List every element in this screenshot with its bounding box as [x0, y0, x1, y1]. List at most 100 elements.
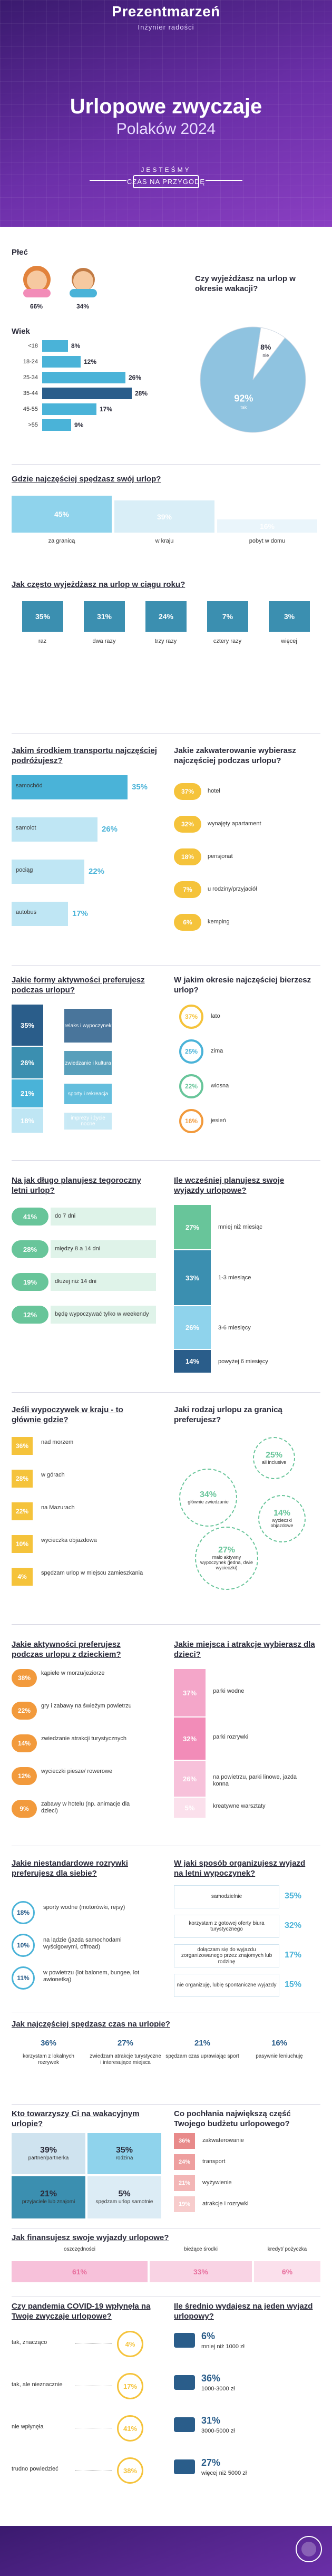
abroad-value: 27% — [218, 1546, 236, 1555]
page-subtitle: Polaków 2024 — [116, 120, 216, 138]
where-label: w kraju — [155, 538, 174, 544]
money-icon — [174, 2375, 195, 2390]
kids-places-segment: 5% — [174, 1798, 206, 1818]
footer-band — [0, 2526, 332, 2576]
budget-label: atrakcje i rozrywki — [202, 2201, 249, 2207]
header-tag-box: CZAS NA PRZYGODĘ — [127, 175, 204, 188]
kids-places-label: parki rozrywki — [213, 1734, 249, 1740]
accommodation-label: kemping — [208, 919, 230, 925]
companions-value: 35% — [115, 2146, 133, 2155]
accommodation-chip: 6% — [174, 914, 201, 931]
time-value: 16% — [271, 2039, 288, 2048]
transport-value: 22% — [89, 867, 105, 876]
transport-value: 17% — [72, 909, 89, 918]
accommodation-chip: 37% — [174, 783, 201, 800]
money-icon — [174, 2333, 195, 2348]
duration-label: do 7 dni — [51, 1208, 156, 1226]
domestic-chip: 28% — [12, 1470, 33, 1488]
unusual-ring: 10% — [12, 1934, 35, 1957]
organize-value: 17% — [285, 1951, 302, 1960]
age-bar — [42, 403, 96, 415]
planning-segment: 26% — [174, 1306, 211, 1349]
season-ring: 37% — [179, 1005, 203, 1029]
season-label: lato — [211, 1013, 220, 1019]
where-title: Gdzie najczęściej spędzasz swój urlop? — [12, 475, 161, 484]
transport-chart: samochód 35% samolot 26% pociąg 22% autobus 17% — [12, 775, 164, 954]
transport-bar: samolot — [12, 817, 97, 842]
age-value: 26% — [129, 374, 142, 381]
duration-chip: 41% — [12, 1208, 48, 1226]
budget-title: Co pochłania największą część Twojego bu… — [174, 2109, 291, 2128]
covid-label: trudno powiedzieć — [12, 2466, 58, 2472]
frequency-bar: 35% — [22, 601, 63, 632]
frequency-label: więcej — [281, 638, 297, 644]
divider — [12, 965, 320, 966]
age-label: 45-55 — [23, 406, 38, 412]
accommodation-chip: 32% — [174, 816, 201, 833]
spend-label: więcej niż 5000 zł — [201, 2470, 247, 2476]
spend-label: 3000-5000 zł — [201, 2428, 235, 2434]
companions-label: spędzam urlop samotnie — [95, 2199, 153, 2205]
header-grid-pattern — [0, 0, 332, 227]
activity-label: sporty i rekreacja — [64, 1084, 112, 1104]
budget-chip: 21% — [174, 2175, 195, 2191]
domestic-chip: 22% — [12, 1502, 33, 1520]
domestic-chart: 36% nad morzem 28% w górach 22% na Mazurach 10… — [12, 1437, 164, 1611]
covid-circle: 17% — [117, 2373, 143, 2399]
domestic-label: na Mazurach — [41, 1504, 75, 1511]
pie-label: nie — [262, 353, 269, 358]
finance-title: Jak finansujesz swoje wyjazdy urlopowe? — [12, 2233, 169, 2242]
frequency-bar: 3% — [269, 601, 310, 632]
kids-activity-chip: 9% — [12, 1800, 37, 1818]
accommodation-chip: 18% — [174, 848, 201, 865]
age-value: 12% — [84, 358, 97, 365]
pie-value: 92% — [234, 393, 253, 403]
time-value: 27% — [117, 2039, 134, 2048]
companions-value: 5% — [118, 2189, 131, 2199]
spend-chart: 6% mniej niż 1000 zł 36% 1000-3000 zł 31% 300… — [174, 2331, 321, 2515]
frequency-label: cztery razy — [213, 638, 242, 644]
time-label: korzystam z lokalnych rozrywek — [23, 2053, 74, 2066]
kids-places-label: parki wodne — [213, 1688, 245, 1694]
companions-value: 21% — [40, 2189, 57, 2199]
abroad-bubble: 25% all inclusive — [253, 1437, 295, 1479]
abroad-label: mało aktywny wypoczynek (jedna, dwie wyc… — [200, 1555, 253, 1570]
age-label: 18-24 — [23, 359, 38, 365]
domestic-chip: 10% — [12, 1535, 33, 1553]
finance-chart: oszczędności 61% bieżące środki 33% kredyt/ … — [12, 2246, 320, 2289]
finance-label: kredyt/ pożyczka — [267, 2246, 307, 2252]
duration-chip: 19% — [12, 1273, 48, 1291]
abroad-value: 14% — [273, 1509, 291, 1518]
frequency-chart: 35% raz 31% dwa razy 24% trzy razy 7% cztery ra… — [12, 596, 320, 670]
transport-bar: pociąg — [12, 860, 84, 884]
organize-chart: samodzielnie 35% korzystam z gotowej ofert… — [174, 1885, 321, 2006]
kids-places-chart: 37% parki wodne 32% parki rozrywki 26% na pow… — [174, 1669, 321, 1832]
kids-places-title: Jakie miejsca i atrakcje wybierasz dla d… — [174, 1640, 315, 1659]
transport-title: Jakim środkiem transportu najczęściej po… — [12, 746, 157, 765]
where-bar: 39% — [114, 500, 214, 533]
planning-label: mniej niż miesiąc — [218, 1224, 262, 1230]
age-label: 35-44 — [23, 390, 38, 397]
male-avatar-icon — [70, 268, 97, 297]
planning-chart: 27% mniej niż miesiąc 33% 1-3 miesiące 26% 3-… — [174, 1205, 321, 1379]
where-bar: 16% — [217, 519, 317, 533]
duration-chip: 28% — [12, 1240, 48, 1258]
female-share: 66% — [30, 303, 43, 310]
kids-activity-chip: 38% — [12, 1669, 37, 1687]
duration-chip: 12% — [12, 1306, 48, 1324]
abroad-bubble: 34% głównie zwiedzanie — [179, 1469, 237, 1527]
kids-activity-label: kąpiele w morzu/jeziorze — [41, 1670, 105, 1676]
companions-label: rodzina — [115, 2155, 133, 2162]
age-bar — [42, 340, 68, 352]
covid-chart: tak, znacząco 4% tak, ale nieznacznie 17% ni… — [12, 2331, 164, 2515]
accommodation-label: wynajęty apartament — [208, 821, 261, 827]
budget-label: wyżywienie — [202, 2179, 232, 2186]
finance-bar: 6% — [254, 2261, 320, 2282]
spend-label: mniej niż 1000 zł — [201, 2343, 245, 2350]
companions-cell: 39% partner/partnerka — [12, 2133, 85, 2174]
kids-activity-chip: 12% — [12, 1767, 37, 1785]
spend-value: 36% — [201, 2373, 221, 2384]
duration-label: między 8 a 14 dni — [51, 1240, 156, 1258]
age-value: 17% — [100, 406, 113, 413]
unusual-ring: 11% — [12, 1966, 35, 1990]
